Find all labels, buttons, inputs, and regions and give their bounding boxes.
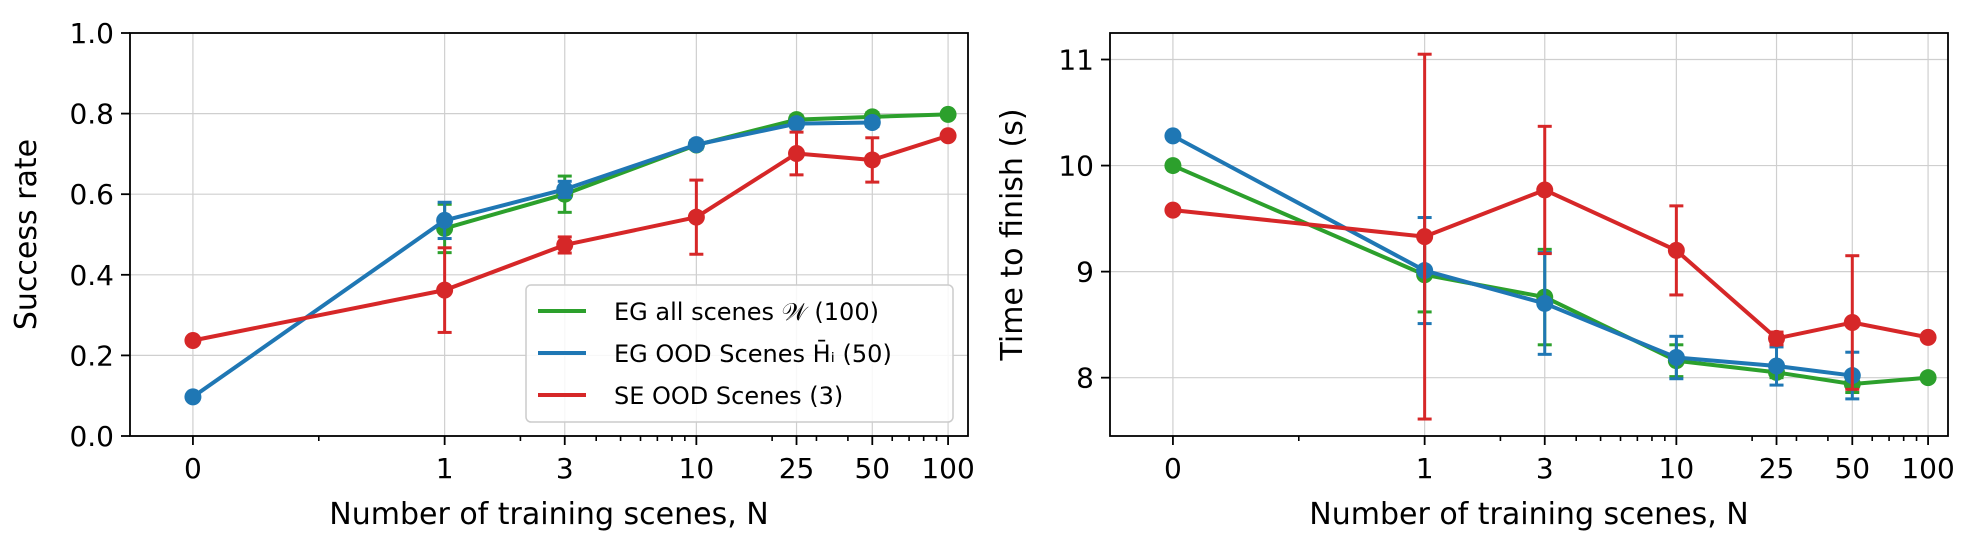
data-point [1768, 329, 1786, 347]
chart-success-rate: 0 1 3 10 25 50 100 0.0 0.2 0.4 0.6 0.8 1.0 Number of … [9, 17, 975, 532]
x-axis-ticks: 0 1 3 10 25 50 100 [184, 436, 975, 485]
data-point [1667, 241, 1685, 259]
data-point [687, 136, 705, 154]
data-point [1667, 349, 1685, 367]
x-tick-label: 0 [1164, 452, 1182, 485]
data-point [687, 208, 705, 226]
data-point [1536, 181, 1554, 199]
data-point [556, 236, 574, 254]
series-1 [1164, 127, 1861, 401]
legend-label: EG OOD Scenes H̄ᵢ (50) [614, 339, 892, 368]
x-tick-label: 100 [1901, 452, 1954, 485]
y-tick-label: 0.8 [69, 98, 114, 131]
data-point [1164, 127, 1182, 145]
data-point [863, 151, 881, 169]
data-point [1416, 228, 1434, 246]
data-point [184, 388, 202, 406]
data-point [1536, 294, 1554, 312]
y-tick-label: 10 [1058, 150, 1094, 183]
y-tick-label: 0.6 [69, 178, 114, 211]
x-axis-label: Number of training scenes, N [329, 497, 768, 532]
data-point [939, 105, 957, 123]
x-tick-label: 3 [1536, 452, 1554, 485]
data-point [436, 211, 454, 229]
data-point [436, 281, 454, 299]
data-point [184, 331, 202, 349]
x-tick-label: 10 [1659, 452, 1695, 485]
y-tick-label: 0.2 [69, 339, 114, 372]
series-2 [1164, 52, 1937, 421]
plot-frame [1109, 32, 1949, 437]
plot-frame [129, 32, 969, 437]
x-tick-label: 0 [184, 452, 202, 485]
y-tick-label: 0.4 [69, 259, 114, 292]
x-tick-label: 25 [779, 452, 815, 485]
data-point [556, 180, 574, 198]
x-tick-label: 25 [1759, 452, 1795, 485]
data-point [788, 144, 806, 162]
data-point [1919, 369, 1937, 387]
x-tick-label: 10 [679, 452, 715, 485]
series-2 [184, 127, 957, 349]
data-point [788, 115, 806, 133]
series-1 [184, 113, 881, 406]
y-axis-label: Success rate [9, 139, 44, 330]
x-tick-label: 100 [921, 452, 974, 485]
y-tick-label: 11 [1058, 44, 1094, 77]
x-tick-label: 3 [556, 452, 574, 485]
y-axis-label: Time to finish (s) [995, 108, 1030, 361]
legend-label: EG all scenes 𝒲 (100) [614, 298, 879, 326]
y-tick-label: 0.0 [69, 420, 114, 453]
x-tick-label: 50 [1834, 452, 1870, 485]
data-point [1919, 328, 1937, 346]
x-tick-label: 1 [436, 452, 454, 485]
data-point [1843, 314, 1861, 332]
grid [1110, 33, 1948, 436]
x-axis-ticks: 0 1 3 10 25 50 100 [1164, 436, 1955, 485]
data-point [1768, 357, 1786, 375]
legend-box [525, 284, 954, 423]
x-tick-label: 1 [1416, 452, 1434, 485]
series-line [1172, 187, 1929, 341]
y-tick-label: 1.0 [69, 17, 114, 50]
data-point [939, 127, 957, 145]
data-point [1164, 157, 1182, 175]
legend-label: SE OOD Scenes (3) [614, 382, 843, 410]
x-axis-label: Number of training scenes, N [1309, 497, 1748, 532]
y-tick-label: 8 [1076, 362, 1094, 395]
data-point [863, 113, 881, 131]
data-point [1164, 201, 1182, 219]
legend: EG all scenes 𝒲 (100) EG OOD Scenes H̄ᵢ (… [525, 284, 954, 423]
y-axis-ticks: 8 9 10 11 [1058, 44, 1110, 395]
y-axis-ticks: 0.0 0.2 0.4 0.6 0.8 1.0 [69, 17, 130, 453]
series-line [191, 120, 873, 399]
series-line [1171, 134, 1853, 378]
chart-time-to-finish: 0 1 3 10 25 50 100 8 9 10 11 Number of training sce… [995, 32, 1955, 532]
y-tick-label: 9 [1076, 256, 1094, 289]
x-tick-label: 50 [854, 452, 890, 485]
